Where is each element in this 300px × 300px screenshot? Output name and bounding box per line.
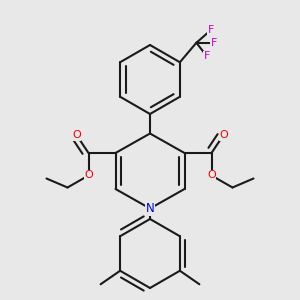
Text: O: O <box>84 170 93 181</box>
Text: F: F <box>204 51 210 61</box>
Text: O: O <box>219 130 228 140</box>
Text: O: O <box>207 170 216 181</box>
Text: F: F <box>211 38 217 48</box>
Text: F: F <box>208 25 214 35</box>
Text: N: N <box>146 202 154 215</box>
Text: O: O <box>72 130 81 140</box>
